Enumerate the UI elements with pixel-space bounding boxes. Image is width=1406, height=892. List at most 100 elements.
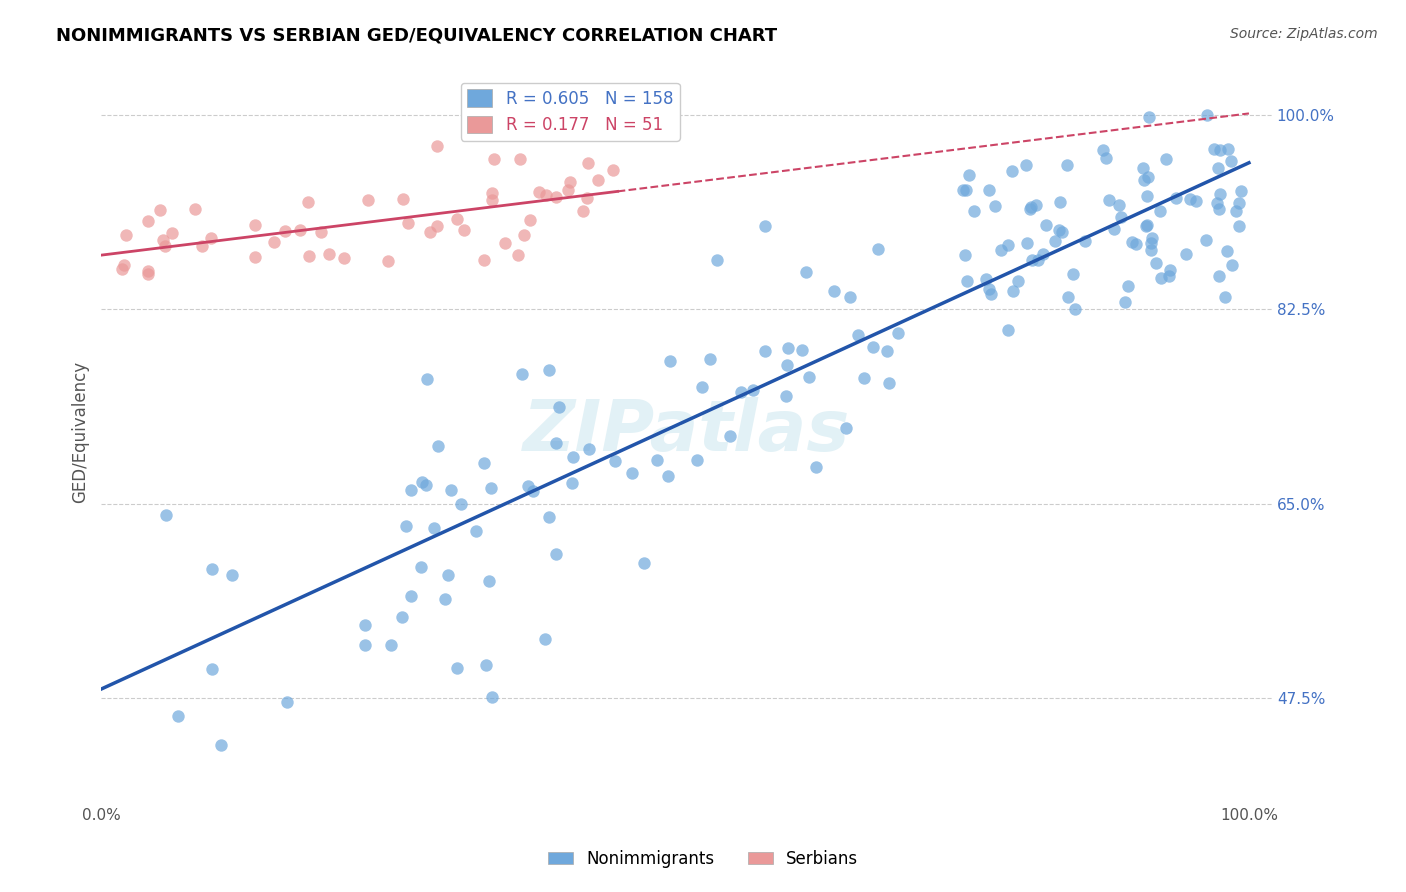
Nonimmigrants (690, 380, 713, 394)
Nonimmigrants (862, 340, 884, 354)
Serbians (481, 186, 503, 201)
Nonimmigrants (510, 367, 533, 381)
Nonimmigrants (427, 439, 450, 453)
Serbians (576, 191, 599, 205)
Nonimmigrants (686, 453, 709, 467)
Nonimmigrants (1125, 237, 1147, 252)
Nonimmigrants (953, 248, 976, 262)
Serbians (529, 186, 551, 200)
Nonimmigrants (1045, 234, 1067, 248)
Nonimmigrants (1001, 164, 1024, 178)
Nonimmigrants (1178, 192, 1201, 206)
Nonimmigrants (1015, 158, 1038, 172)
Nonimmigrants (853, 371, 876, 385)
Nonimmigrants (450, 497, 472, 511)
Nonimmigrants (1230, 185, 1253, 199)
Nonimmigrants (1185, 194, 1208, 208)
Nonimmigrants (876, 344, 898, 359)
Nonimmigrants (1159, 269, 1181, 284)
Nonimmigrants (1062, 267, 1084, 281)
Nonimmigrants (415, 477, 437, 491)
Serbians (309, 226, 332, 240)
Nonimmigrants (201, 562, 224, 576)
Nonimmigrants (537, 510, 560, 524)
Nonimmigrants (799, 369, 821, 384)
Serbians (419, 225, 441, 239)
Serbians (453, 223, 475, 237)
Legend: R = 0.605   N = 158, R = 0.177   N = 51: R = 0.605 N = 158, R = 0.177 N = 51 (461, 83, 681, 141)
Nonimmigrants (699, 351, 721, 366)
Nonimmigrants (1063, 302, 1085, 317)
Serbians (138, 264, 160, 278)
Serbians (243, 219, 266, 233)
Serbians (160, 227, 183, 241)
Nonimmigrants (1159, 263, 1181, 277)
Nonimmigrants (997, 237, 1019, 252)
Serbians (494, 235, 516, 250)
Nonimmigrants (877, 376, 900, 391)
Nonimmigrants (1026, 252, 1049, 267)
Nonimmigrants (354, 638, 377, 652)
Serbians (243, 251, 266, 265)
Serbians (111, 262, 134, 277)
Nonimmigrants (1142, 230, 1164, 244)
Nonimmigrants (409, 560, 432, 574)
Serbians (333, 252, 356, 266)
Nonimmigrants (434, 592, 457, 607)
Nonimmigrants (395, 519, 418, 533)
Nonimmigrants (1227, 219, 1250, 234)
Nonimmigrants (1156, 153, 1178, 167)
Serbians (273, 224, 295, 238)
Nonimmigrants (977, 282, 1000, 296)
Nonimmigrants (209, 738, 232, 752)
Nonimmigrants (353, 618, 375, 632)
Serbians (519, 213, 541, 227)
Serbians (557, 183, 579, 197)
Nonimmigrants (1050, 225, 1073, 239)
Nonimmigrants (983, 199, 1005, 213)
Nonimmigrants (754, 343, 776, 358)
Nonimmigrants (1102, 222, 1125, 236)
Nonimmigrants (754, 219, 776, 233)
Nonimmigrants (792, 343, 814, 358)
Nonimmigrants (446, 661, 468, 675)
Nonimmigrants (839, 290, 862, 304)
Nonimmigrants (1121, 235, 1143, 249)
Serbians (576, 155, 599, 169)
Nonimmigrants (1114, 295, 1136, 310)
Nonimmigrants (1220, 258, 1243, 272)
Serbians (191, 238, 214, 252)
Serbians (508, 248, 530, 262)
Nonimmigrants (957, 168, 980, 182)
Nonimmigrants (620, 466, 643, 480)
Nonimmigrants (633, 557, 655, 571)
Nonimmigrants (1035, 218, 1057, 232)
Serbians (472, 252, 495, 267)
Nonimmigrants (605, 453, 627, 467)
Nonimmigrants (544, 547, 567, 561)
Nonimmigrants (1206, 161, 1229, 175)
Serbians (426, 139, 449, 153)
Nonimmigrants (887, 326, 910, 341)
Nonimmigrants (415, 372, 437, 386)
Nonimmigrants (1218, 142, 1240, 156)
Nonimmigrants (657, 469, 679, 483)
Serbians (149, 203, 172, 218)
Text: ZIPatlas: ZIPatlas (523, 397, 851, 467)
Nonimmigrants (1205, 195, 1227, 210)
Nonimmigrants (1227, 196, 1250, 211)
Nonimmigrants (440, 483, 463, 498)
Nonimmigrants (1092, 143, 1115, 157)
Text: Source: ZipAtlas.com: Source: ZipAtlas.com (1230, 27, 1378, 41)
Nonimmigrants (1139, 235, 1161, 250)
Nonimmigrants (952, 183, 974, 197)
Nonimmigrants (1208, 202, 1230, 217)
Nonimmigrants (1209, 186, 1232, 201)
Nonimmigrants (1195, 108, 1218, 122)
Serbians (318, 247, 340, 261)
Nonimmigrants (544, 436, 567, 450)
Nonimmigrants (846, 327, 869, 342)
Nonimmigrants (963, 203, 986, 218)
Serbians (357, 193, 380, 207)
Nonimmigrants (534, 632, 557, 646)
